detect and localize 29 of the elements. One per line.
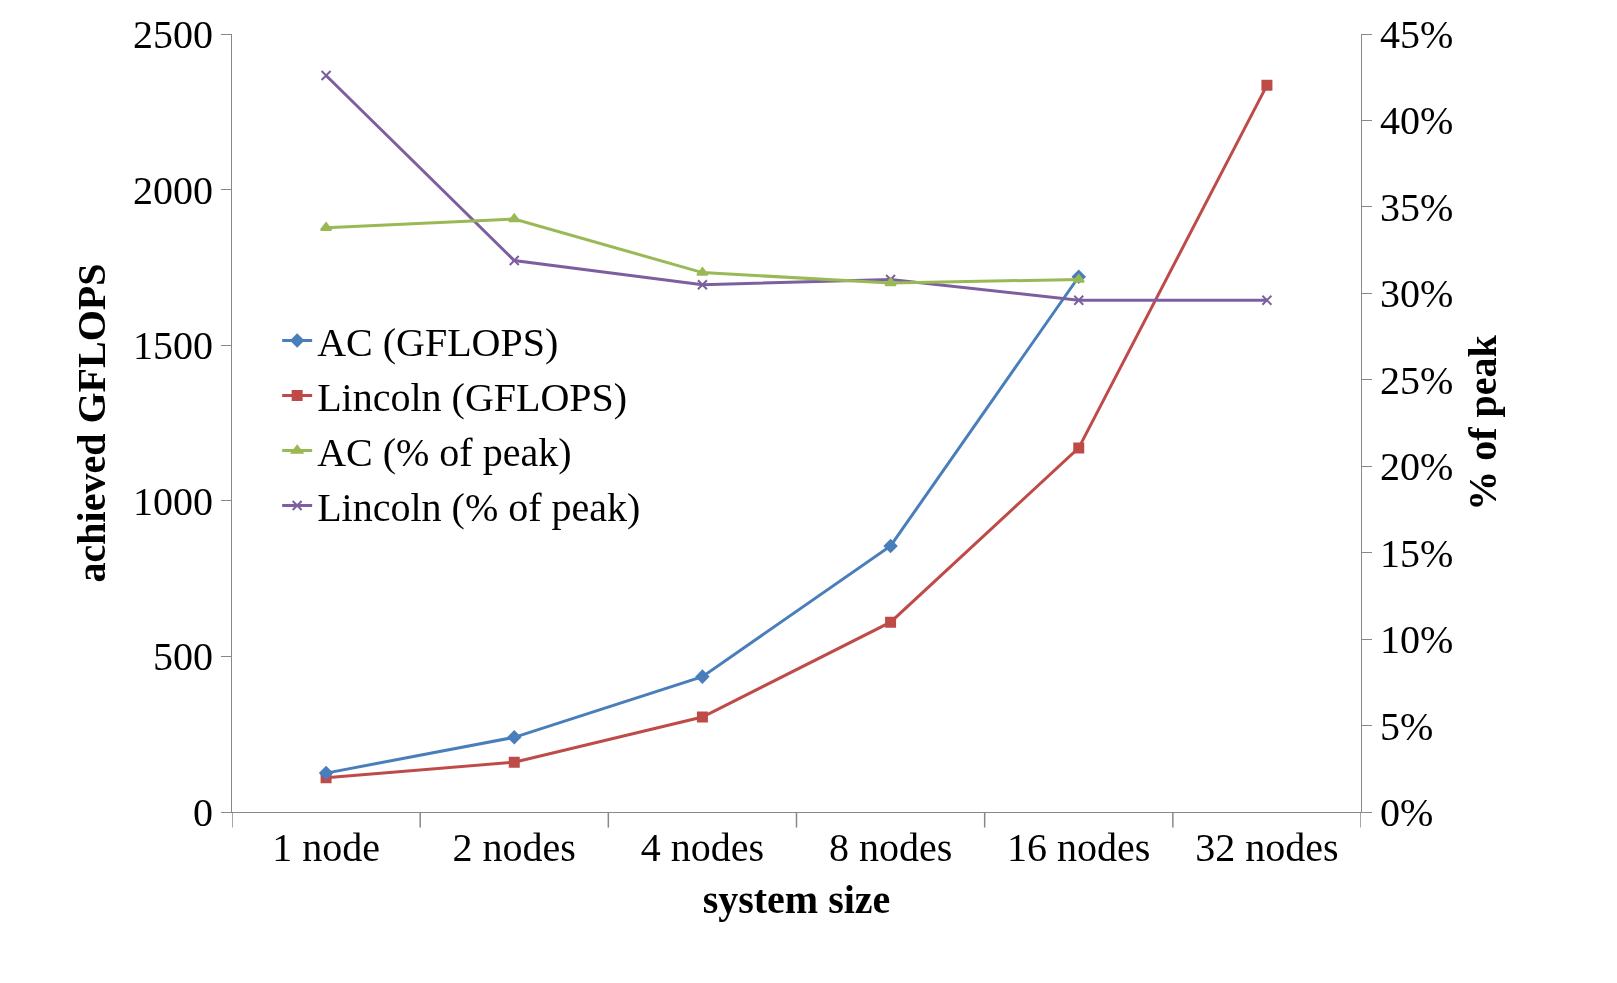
y-axis-title: achieved GFLOPS xyxy=(68,263,114,583)
y2-tick-label: 15% xyxy=(1380,530,1454,576)
y-tick-label: 2000 xyxy=(133,167,213,213)
y2-axis-title: % of peak xyxy=(1459,334,1505,511)
x-tick-label: 4 nodes xyxy=(640,825,765,870)
y2-tick-label: 35% xyxy=(1380,184,1454,230)
y2-tick-label: 10% xyxy=(1380,617,1454,663)
y2-tick-label: 25% xyxy=(1380,357,1454,403)
y2-tick-label: 5% xyxy=(1380,703,1434,749)
legend-label: Lincoln (GFLOPS) xyxy=(317,375,628,421)
y-tick-label: 2500 xyxy=(133,12,213,57)
y2-tick-label: 30% xyxy=(1380,271,1454,317)
x-axis-title: system size xyxy=(702,876,891,922)
y-tick-label: 0 xyxy=(193,790,213,835)
x-tick-label: 1 node xyxy=(272,825,380,870)
y-tick-label: 1000 xyxy=(133,478,213,524)
x-tick-label: 2 nodes xyxy=(452,825,576,870)
x-tick-label: 8 nodes xyxy=(828,825,953,870)
y2-tick-label: 40% xyxy=(1380,98,1454,144)
x-tick-label: 16 nodes xyxy=(1007,825,1151,870)
legend-label: AC (GFLOPS) xyxy=(317,320,559,366)
y2-tick-label: 45% xyxy=(1380,12,1454,57)
y-tick-label: 500 xyxy=(153,634,213,680)
y2-tick-label: 0% xyxy=(1380,790,1434,835)
legend-label: Lincoln (% of peak) xyxy=(317,485,641,531)
x-tick-label: 32 nodes xyxy=(1195,825,1339,870)
legend-label: AC (% of peak) xyxy=(317,430,572,476)
y-tick-label: 1500 xyxy=(133,323,213,369)
y2-tick-label: 20% xyxy=(1380,444,1454,490)
